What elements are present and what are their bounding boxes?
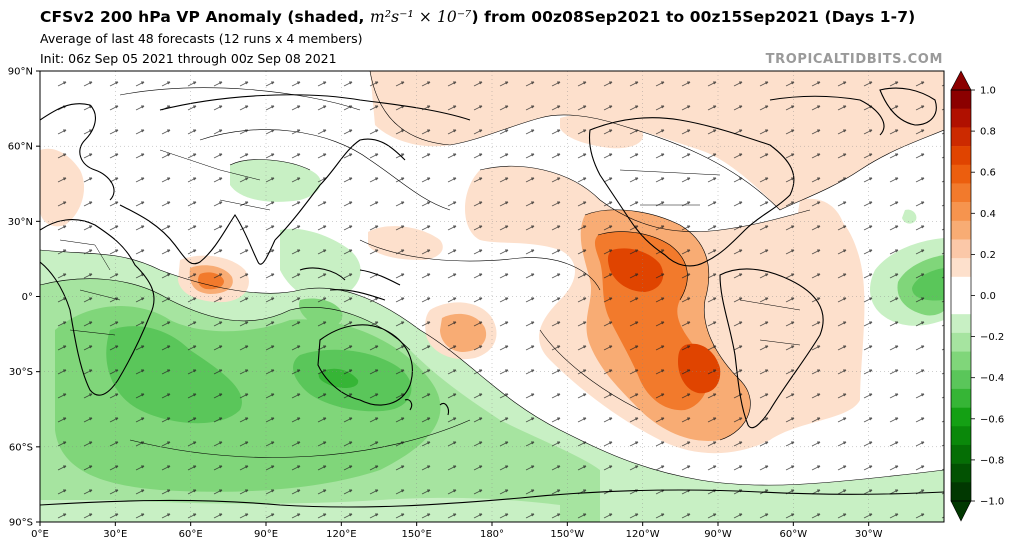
colorbar-level [951, 127, 971, 147]
title-prefix: CFSv2 200 hPa VP Anomaly (shaded, [40, 8, 371, 26]
colorbar-tick-label: 0.4 [980, 209, 996, 220]
lat-tick-label: 0° [22, 292, 33, 303]
colorbar-level [951, 444, 971, 464]
map-plot-area [40, 71, 944, 522]
colorbar-ticks: 1.0 0.8 0.6 0.4 0.2 0.0 −0.2 −0.4 −0.6 −0.8 −1.0 [971, 86, 1004, 508]
colorbar-level [951, 388, 971, 408]
lon-tick-label: 150°W [550, 529, 584, 540]
colorbar-level [951, 258, 971, 278]
map-title: CFSv2 200 hPa VP Anomaly (shaded, m²s⁻¹ … [40, 8, 915, 26]
lat-tick-label: 90°N [8, 67, 33, 78]
lat-tick-label: 30°S [9, 367, 33, 378]
lon-tick-label: 180° [480, 529, 504, 540]
colorbar-tick-label: 0.8 [980, 127, 996, 138]
colorbar-level [951, 314, 971, 334]
country-borders [59, 149, 801, 346]
longitude-axis: 0°E 30°E 60°E 90°E 120°E 150°E 180° 150°W 120°W 9… [31, 522, 883, 540]
colorbar-tick-label: −0.6 [980, 414, 1004, 425]
colorbar-top-arrow [950, 70, 972, 91]
colorbar-levels [951, 90, 971, 502]
colorbar-level [951, 426, 971, 446]
colorbar-level [951, 407, 971, 427]
lat-tick-label: 60°N [8, 142, 33, 153]
lat-tick-label: 90°S [9, 518, 33, 529]
lon-tick-label: 30°W [855, 529, 883, 540]
colorbar-level [951, 90, 971, 109]
lon-tick-label: 60°E [179, 529, 203, 540]
colorbar-level [951, 295, 971, 315]
colorbar-level [951, 332, 971, 352]
brand-watermark: TROPICALTIDBITS.COM [765, 52, 943, 67]
lon-tick-label: 120°W [626, 529, 660, 540]
coastlines [40, 87, 944, 508]
subtitle-init-range: Init: 06z Sep 05 2021 through 00z Sep 08… [40, 51, 337, 66]
colorbar-tick-label: 0.2 [980, 250, 996, 261]
lat-tick-label: 60°S [9, 442, 33, 453]
colorbar-level [951, 370, 971, 390]
lon-tick-label: 90°W [704, 529, 732, 540]
colorbar-level [951, 108, 971, 128]
lon-tick-label: 60°W [780, 529, 808, 540]
colorbar-level [951, 239, 971, 259]
colorbar-level [951, 183, 971, 203]
colorbar-level [951, 146, 971, 166]
colorbar-tick-label: 0.0 [980, 291, 996, 302]
colorbar-level [951, 202, 971, 222]
colorbar-tick-label: −0.4 [980, 373, 1004, 384]
colorbar-tick-label: −0.2 [980, 332, 1004, 343]
subtitle-forecast-average: Average of last 48 forecasts (12 runs x … [40, 31, 363, 46]
colorbar-tick-label: 1.0 [980, 86, 996, 97]
lat-tick-label: 30°N [8, 217, 33, 228]
colorbar-tick-label: 0.6 [980, 168, 996, 179]
colorbar-level [951, 463, 971, 483]
lon-tick-label: 90°E [254, 529, 278, 540]
colorbar-level [951, 351, 971, 371]
colorbar-level [951, 220, 971, 240]
gridlines [40, 71, 944, 522]
title-suffix: ) from 00z08Sep2021 to 00z15Sep2021 (Day… [471, 8, 916, 26]
lon-tick-label: 0°E [31, 529, 49, 540]
lon-tick-label: 120°E [326, 529, 356, 540]
colorbar-level [951, 482, 971, 502]
colorbar-tick-label: −1.0 [980, 497, 1004, 508]
colorbar-level [951, 276, 971, 296]
colorbar-bottom-arrow [950, 500, 972, 522]
colorbar-level [951, 164, 971, 184]
lon-tick-label: 150°E [401, 529, 431, 540]
title-units: m²s⁻¹ × 10⁻⁷ [370, 8, 472, 26]
latitude-axis: 90°N 60°N 30°N 0° 30°S 60°S 90°S [8, 67, 40, 529]
colorbar: 1.0 0.8 0.6 0.4 0.2 0.0 −0.2 −0.4 −0.6 −0.8 −1.0 [950, 70, 1004, 522]
lon-tick-label: 30°E [103, 529, 127, 540]
colorbar-tick-label: −0.8 [980, 455, 1004, 466]
